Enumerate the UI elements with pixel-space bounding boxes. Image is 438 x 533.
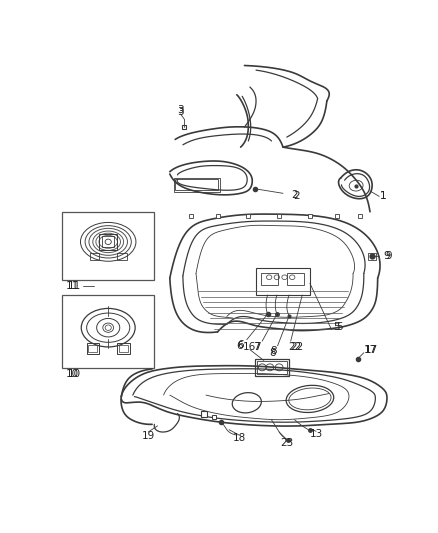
Text: 11: 11 — [68, 281, 81, 290]
Text: 1: 1 — [380, 191, 386, 201]
Text: 7: 7 — [254, 342, 260, 352]
Text: 2: 2 — [291, 190, 298, 200]
Text: 16: 16 — [243, 342, 257, 352]
Bar — [62, 212, 155, 280]
Text: 11: 11 — [66, 281, 79, 290]
Text: 6: 6 — [237, 340, 244, 350]
Text: 13: 13 — [310, 429, 323, 439]
Text: 18: 18 — [233, 433, 246, 443]
Bar — [102, 237, 114, 247]
Bar — [175, 180, 218, 190]
Bar — [257, 361, 287, 374]
Text: 6: 6 — [236, 341, 242, 351]
Text: 5: 5 — [334, 322, 340, 332]
Bar — [117, 343, 130, 354]
Text: 1: 1 — [380, 191, 386, 201]
Text: 22: 22 — [288, 342, 301, 352]
Bar — [261, 273, 279, 285]
Bar — [173, 178, 220, 192]
Bar — [256, 268, 310, 295]
Bar — [287, 273, 304, 285]
Bar — [90, 253, 99, 260]
Bar — [254, 359, 289, 376]
Text: 5: 5 — [336, 322, 343, 332]
Text: 9: 9 — [384, 252, 390, 262]
Text: 3: 3 — [177, 105, 184, 115]
Text: 7: 7 — [254, 342, 261, 352]
Bar — [368, 253, 376, 260]
Bar — [117, 253, 127, 260]
Text: 19: 19 — [141, 431, 155, 441]
Bar — [88, 345, 97, 352]
Text: 10: 10 — [66, 369, 79, 379]
Text: 3: 3 — [177, 107, 184, 117]
Bar — [119, 345, 128, 352]
Text: 8: 8 — [270, 346, 277, 356]
Bar — [62, 295, 155, 368]
Text: 17: 17 — [365, 345, 378, 356]
Text: 17: 17 — [364, 345, 377, 356]
Text: 22: 22 — [290, 342, 304, 352]
Text: 8: 8 — [270, 348, 276, 358]
Text: 23: 23 — [280, 438, 293, 448]
Text: 9: 9 — [385, 252, 392, 262]
Bar — [87, 343, 99, 354]
Text: 10: 10 — [68, 369, 81, 379]
Bar — [99, 234, 117, 249]
Text: 2: 2 — [293, 191, 300, 201]
